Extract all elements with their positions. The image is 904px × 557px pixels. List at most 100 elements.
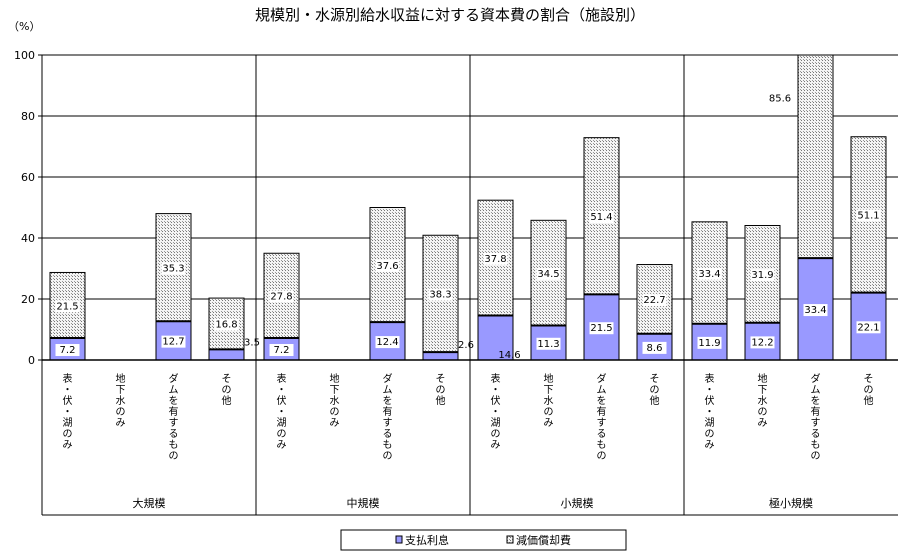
category-label-char: み	[705, 440, 715, 451]
category-label-char: も	[383, 439, 393, 451]
legend-label-interest: 支払利息	[405, 533, 449, 547]
category-label-char: 地	[330, 372, 340, 385]
category-label-char: を	[169, 395, 179, 407]
data-label-depreciation: 51.4	[590, 212, 612, 223]
data-label-interest: 12.7	[162, 337, 184, 348]
category-label-char: そ	[650, 373, 660, 385]
data-label-bg	[269, 344, 294, 357]
category-label-char: の	[383, 451, 393, 462]
category-label-char: の	[116, 407, 126, 418]
category-label-char: の	[758, 407, 768, 418]
category-label-char: る	[811, 428, 821, 440]
data-label-bg	[642, 341, 667, 354]
x-axis: 大規模表・伏・湖のみ地下水のみダムを有するものその他中規模表・伏・湖のみ地下水の…	[41, 55, 898, 516]
category-label-char: す	[811, 417, 821, 429]
data-label-interest: 12.2	[751, 337, 773, 348]
category-label-char: も	[811, 439, 821, 451]
data-label-bg	[161, 262, 186, 275]
category-label-char: 下	[544, 385, 554, 396]
category-label-char: の	[597, 451, 607, 462]
y-axis-unit: （%）	[8, 20, 40, 33]
category-label-char: 水	[544, 395, 554, 407]
category-label-char: 有	[597, 405, 607, 418]
category-label-char: み	[116, 418, 126, 429]
bars	[49, 54, 887, 361]
category-label-char: 他	[650, 394, 660, 407]
category-label-char: の	[811, 451, 821, 462]
category-label-char: の	[436, 385, 446, 396]
group-label: 中規模	[347, 496, 380, 510]
category-label-char: ダ	[383, 372, 393, 385]
data-label-depreciation: 51.1	[857, 211, 879, 222]
y-tick-label: 20	[21, 293, 35, 306]
category-label-char: の	[864, 385, 874, 396]
category-label-char: そ	[436, 373, 446, 385]
category-label-char: ム	[383, 384, 393, 396]
data-label-interest: 22.1	[857, 322, 879, 333]
bar-interest	[477, 314, 514, 361]
legend: 支払利息 減価償却費	[340, 529, 627, 551]
data-labels: 7.2 21.5 12.7 35.3 3.5 16.8 7.2 27.8 12.4 37.6 2.6…	[55, 94, 881, 361]
bar-interest	[208, 348, 245, 361]
data-label-interest: 33.4	[804, 305, 826, 316]
category-label-char: の	[169, 451, 179, 462]
category-label-char: 下	[330, 385, 340, 396]
category-label-char: 湖	[705, 417, 715, 429]
legend-swatch-depreciation	[506, 535, 514, 544]
category-label-char: る	[169, 428, 179, 440]
category-label-char: ム	[811, 384, 821, 396]
category-label-char: 有	[383, 405, 393, 418]
data-label-depreciation: 37.6	[376, 261, 398, 272]
category-label-char: 水	[330, 395, 340, 407]
data-label-depreciation: 16.8	[215, 320, 237, 331]
category-label-char: そ	[864, 373, 874, 385]
data-label-interest: 11.3	[537, 339, 559, 350]
category-label-char: そ	[222, 373, 232, 385]
category-label-char: す	[597, 417, 607, 429]
category-label-char: も	[597, 439, 607, 451]
category-label-char: 有	[169, 405, 179, 418]
category-label-char: ダ	[811, 372, 821, 385]
data-label-bg	[856, 209, 881, 222]
data-label-bg	[55, 344, 80, 357]
y-tick-label: 80	[21, 110, 35, 123]
category-label-char: る	[383, 428, 393, 440]
group-label: 極小規模	[769, 496, 813, 510]
legend-box	[340, 529, 627, 551]
category-label-char: 下	[758, 385, 768, 396]
data-label-depreciation: 33.4	[698, 269, 720, 280]
category-label-char: の	[491, 429, 501, 440]
data-label-bg	[375, 259, 400, 272]
category-label-char: ・	[491, 385, 501, 396]
category-label-char: す	[169, 417, 179, 429]
data-label-depreciation: 27.8	[270, 292, 292, 303]
legend-swatch-interest	[395, 535, 403, 544]
data-label-depreciation: 37.8	[484, 254, 506, 265]
y-tick-label: 40	[21, 232, 35, 245]
category-label-char: 下	[116, 385, 126, 396]
category-label-char: を	[811, 395, 821, 407]
data-label-interest: 7.2	[60, 345, 76, 356]
category-label-char: ・	[705, 385, 715, 396]
category-label-char: み	[758, 418, 768, 429]
data-label-bg	[750, 336, 775, 349]
category-label-char: ダ	[169, 372, 179, 385]
data-label-bg	[589, 322, 614, 335]
category-label-char: ・	[277, 385, 287, 396]
category-label-char: 水	[758, 395, 768, 407]
data-label-depreciation: 34.5	[537, 269, 559, 280]
category-label-char: す	[383, 417, 393, 429]
category-label-char: ・	[63, 407, 73, 418]
data-label-interest: 14.6	[498, 350, 520, 361]
category-label-char: ・	[277, 407, 287, 418]
category-label-char: み	[544, 418, 554, 429]
category-label-char: 伏	[705, 394, 715, 407]
data-label-depreciation: 21.5	[56, 301, 78, 312]
category-label-char: を	[597, 395, 607, 407]
category-label-char: ・	[63, 385, 73, 396]
data-label-interest: 2.6	[458, 340, 474, 351]
category-label-char: 他	[436, 394, 446, 407]
category-label-char: の	[705, 429, 715, 440]
category-label-char: の	[330, 407, 340, 418]
category-label-char: 伏	[63, 394, 73, 407]
